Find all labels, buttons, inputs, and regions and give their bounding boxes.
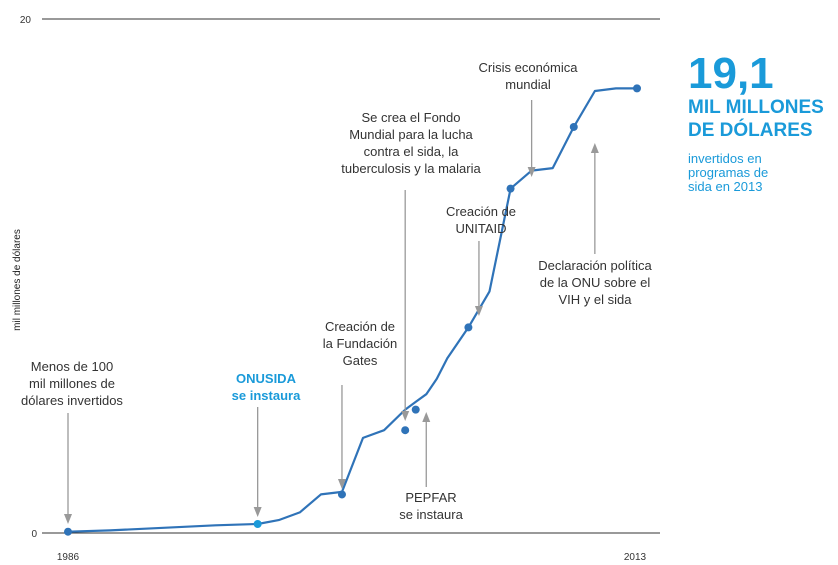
annotation-text: UNITAID — [455, 221, 506, 236]
callout-desc-line1: invertidos en — [688, 151, 762, 166]
annotation-text: Se crea el Fondo — [361, 110, 460, 125]
callout-value: 19,1 — [688, 49, 774, 98]
data-point — [506, 184, 515, 193]
annotation-text: Creación de — [325, 319, 395, 334]
annotation-text: Declaración política — [538, 258, 652, 273]
callout-desc-line3: sida en 2013 — [688, 179, 763, 194]
annotation-text: mil millones de — [29, 376, 115, 391]
annotation-text: Menos de 100 — [31, 359, 113, 374]
annotation-text: mundial — [505, 77, 551, 92]
annotation-text: VIH y el sida — [559, 292, 633, 307]
y-tick-label: 20 — [20, 15, 32, 26]
annotation-text: dólares invertidos — [21, 393, 123, 408]
annotation-text: de la ONU sobre el — [540, 275, 651, 290]
callout-total-2013: 19,1 MIL MILLONES DE DÓLARES invertidos … — [688, 52, 838, 194]
x-tick-label: 1986 — [57, 552, 80, 563]
data-point — [337, 490, 346, 499]
annotation-text: Crisis económica — [479, 60, 579, 75]
x-tick-label: 2013 — [624, 552, 647, 563]
annotation-text: Mundial para la lucha — [349, 127, 473, 142]
data-point — [64, 527, 72, 536]
data-point — [411, 405, 420, 414]
annotation-text: tuberculosis y la malaria — [341, 161, 481, 176]
annotation-text: Gates — [343, 353, 378, 368]
annotation-text: PEPFAR — [405, 490, 456, 505]
y-axis-label: mil millones de dólares — [12, 229, 23, 331]
callout-unit-line2: DE DÓLARES — [688, 120, 813, 141]
callout-desc-line2: programas de — [688, 165, 769, 180]
callout-description: invertidos en programas de sida en 2013 — [688, 152, 838, 194]
callout-unit-line1: MIL MILLONES — [688, 97, 824, 118]
annotation-text: se instaura — [399, 507, 463, 522]
annotation-text: ONUSIDA — [236, 371, 297, 386]
annotation-text: contra el sida, la — [364, 144, 459, 159]
series-line — [67, 87, 637, 533]
y-tick-label: 0 — [31, 529, 37, 540]
annotation-text: se instaura — [232, 388, 301, 403]
annotation-text: Creación de — [446, 204, 516, 219]
data-point — [464, 323, 473, 332]
data-point — [633, 84, 641, 93]
annotation-text: la Fundación — [323, 336, 397, 351]
data-point — [253, 520, 262, 529]
data-point — [569, 122, 578, 131]
data-point — [401, 426, 410, 435]
